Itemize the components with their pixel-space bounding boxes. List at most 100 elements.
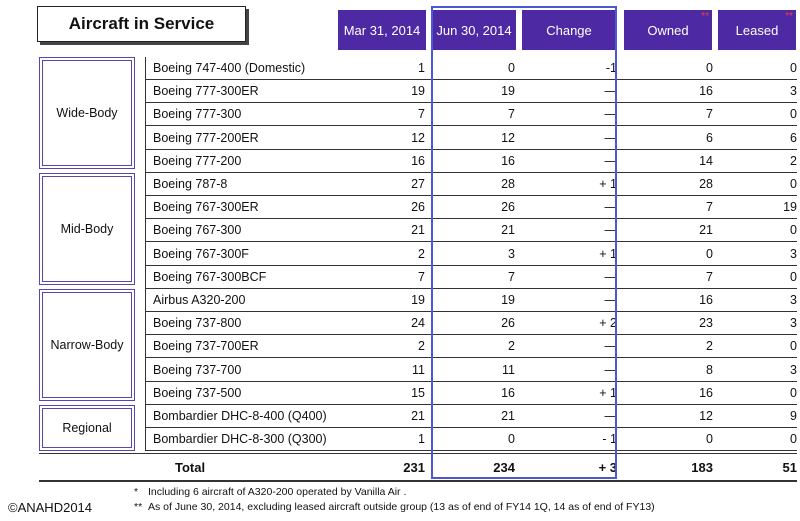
cell-owned: 7 xyxy=(706,269,713,284)
cell-name: Airbus A320-200 xyxy=(153,293,246,307)
cell-name: Bombardier DHC-8-400 (Q400) xyxy=(153,409,327,423)
row-divider xyxy=(145,148,797,150)
cell-mar: 19 xyxy=(411,293,425,307)
cell-jun: 12 xyxy=(501,130,515,145)
cell-leased: 3 xyxy=(790,246,797,261)
cell-change: — xyxy=(604,200,618,215)
cell-owned: 28 xyxy=(699,177,713,191)
total-leased: 51 xyxy=(782,460,797,475)
cell-owned: 0 xyxy=(706,432,713,447)
total-jun: 234 xyxy=(493,460,515,475)
cell-mar: 1 xyxy=(418,61,425,75)
footnote-2: ** As of June 30, 2014, excluding leased … xyxy=(134,501,655,513)
cell-jun: 28 xyxy=(501,177,515,191)
cell-owned: 7 xyxy=(706,200,713,215)
cell-leased: 0 xyxy=(790,223,797,238)
cell-jun: 19 xyxy=(501,84,515,99)
cell-owned: 8 xyxy=(706,362,713,377)
cell-change: — xyxy=(604,339,618,354)
cell-mar: 24 xyxy=(411,316,425,331)
cell-mar: 15 xyxy=(411,385,425,400)
row-divider xyxy=(145,357,797,359)
cell-jun: 16 xyxy=(501,385,515,400)
cell-mar: 21 xyxy=(411,223,425,238)
cell-leased: 0 xyxy=(790,107,797,122)
cell-owned: 14 xyxy=(699,153,713,168)
table-row: Boeing 737-700 11 11 — 8 3 xyxy=(145,359,800,382)
cell-mar: 7 xyxy=(418,107,425,122)
cell-name: Bombardier DHC-8-300 (Q300) xyxy=(153,432,327,447)
row-divider xyxy=(145,171,797,173)
row-divider xyxy=(145,287,797,289)
table-row: Boeing 777-200ER 12 12 — 6 6 xyxy=(145,127,800,150)
cell-leased: 3 xyxy=(790,293,797,307)
header-mar-31: Mar 31, 2014 xyxy=(338,10,426,50)
cell-mar: 21 xyxy=(411,409,425,423)
table-row: Boeing 737-700ER 2 2 — 2 0 xyxy=(145,335,800,359)
table-row: Airbus A320-200 19 19 — 16 3 xyxy=(145,289,800,312)
cell-mar: 16 xyxy=(411,153,425,168)
header-leased-label: Leased xyxy=(735,22,779,38)
table-row: Boeing 767-300 21 21 — 21 0 xyxy=(145,219,800,243)
header-jun-30: Jun 30, 2014 xyxy=(432,10,516,50)
table-row: Boeing 747-400 (Domestic) 1 0 -1 0 0 xyxy=(145,57,800,80)
cell-name: Boeing 767-300 xyxy=(153,223,242,238)
cell-leased: 3 xyxy=(790,316,797,331)
cell-jun: 7 xyxy=(508,269,515,284)
cell-change: — xyxy=(604,107,618,122)
table-row: Boeing 737-800 24 26 + 2 23 3 xyxy=(145,312,800,336)
row-divider xyxy=(145,311,797,312)
cell-jun: 19 xyxy=(501,293,515,307)
category-mid-body: Mid-Body xyxy=(39,173,135,285)
cell-name: Boeing 787-8 xyxy=(153,177,228,191)
cell-change: — xyxy=(604,130,618,145)
table-row: Boeing 767-300ER 26 26 — 7 19 xyxy=(145,196,800,220)
cell-mar: 11 xyxy=(412,362,425,377)
table-row: Bombardier DHC-8-300 (Q300) 1 0 - 1 0 0 xyxy=(145,428,800,452)
table-row: Boeing 767-300BCF 7 7 — 7 0 xyxy=(145,266,800,289)
cell-name: Boeing 777-300ER xyxy=(153,84,259,99)
cell-jun: 2 xyxy=(508,339,515,354)
table-divider-name xyxy=(145,57,146,451)
cell-owned: 16 xyxy=(699,293,713,307)
header-leased: Leased ** xyxy=(718,10,796,50)
cell-owned: 23 xyxy=(699,316,713,331)
cell-jun: 16 xyxy=(501,153,515,168)
cell-leased: 3 xyxy=(790,84,797,99)
cell-jun: 21 xyxy=(501,223,515,238)
cell-leased: 0 xyxy=(790,339,797,354)
row-divider xyxy=(145,427,797,428)
cell-jun: 7 xyxy=(508,107,515,122)
cell-mar: 7 xyxy=(418,269,425,284)
table-row: Boeing 787-8 27 28 + 1 28 0 xyxy=(145,173,800,196)
footnote-1-mark: * xyxy=(134,486,139,498)
row-divider xyxy=(145,102,797,104)
cell-mar: 12 xyxy=(411,130,425,145)
footnote-1-text: Including 6 aircraft of A320-200 operate… xyxy=(148,486,407,498)
header-owned: Owned ** xyxy=(624,10,712,50)
row-divider xyxy=(145,125,797,127)
cell-change: - 1 xyxy=(602,432,617,447)
row-divider xyxy=(145,79,797,80)
total-bottom-rule xyxy=(39,480,797,482)
total-change: + 3 xyxy=(598,460,617,475)
cell-name: Boeing 767-300ER xyxy=(153,200,259,215)
row-divider xyxy=(145,380,797,382)
cell-change: + 1 xyxy=(599,177,617,191)
cell-change: + 1 xyxy=(599,246,617,261)
cell-jun: 26 xyxy=(501,200,515,215)
category-wide-body: Wide-Body xyxy=(39,57,135,169)
header-change: Change xyxy=(522,10,616,50)
table-row: Boeing 777-300 7 7 — 7 0 xyxy=(145,103,800,127)
row-divider xyxy=(145,264,797,266)
cell-owned: 16 xyxy=(699,385,713,400)
table-row: Boeing 777-300ER 19 19 — 16 3 xyxy=(145,80,800,104)
total-label: Total xyxy=(175,460,206,475)
cell-mar: 27 xyxy=(411,177,425,191)
cell-jun: 3 xyxy=(508,246,515,261)
cell-mar: 2 xyxy=(418,246,425,261)
cell-jun: 26 xyxy=(501,316,515,331)
row-divider xyxy=(145,334,797,336)
cell-owned: 16 xyxy=(699,84,713,99)
header-owned-mark: ** xyxy=(701,11,709,22)
